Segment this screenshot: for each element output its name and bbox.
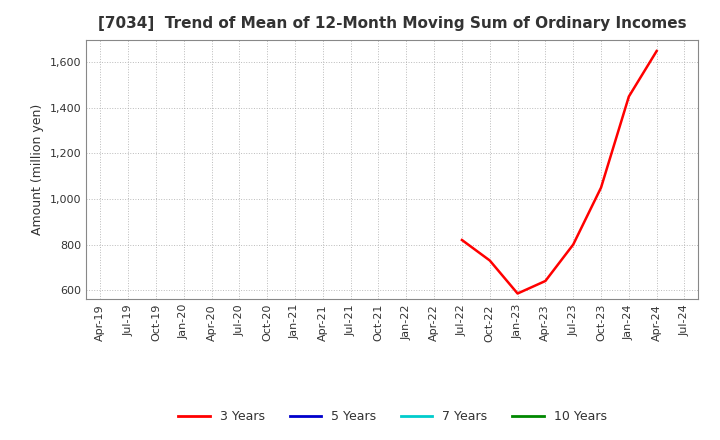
Line: 3 Years: 3 Years (462, 51, 657, 293)
3 Years (597, 185, 606, 190)
3 Years (513, 291, 522, 296)
3 Years (624, 94, 633, 99)
3 Years (652, 48, 661, 54)
3 Years (485, 258, 494, 263)
Y-axis label: Amount (million yen): Amount (million yen) (32, 104, 45, 235)
Legend: 3 Years, 5 Years, 7 Years, 10 Years: 3 Years, 5 Years, 7 Years, 10 Years (174, 405, 611, 428)
3 Years (458, 237, 467, 242)
3 Years (569, 242, 577, 247)
3 Years (541, 279, 550, 284)
Title: [7034]  Trend of Mean of 12-Month Moving Sum of Ordinary Incomes: [7034] Trend of Mean of 12-Month Moving … (98, 16, 687, 32)
